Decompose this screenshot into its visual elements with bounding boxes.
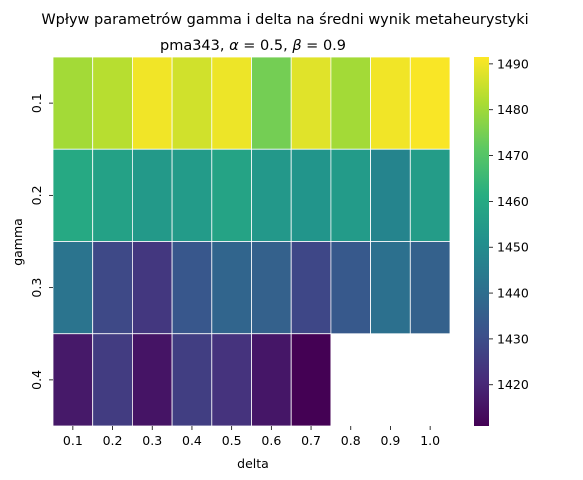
- heatmap-cell: [211, 241, 252, 335]
- heatmap-cell: [290, 148, 332, 242]
- heatmap-cell: [92, 148, 133, 242]
- y-tick-label: 0.2: [29, 185, 44, 205]
- x-tick-label: 0.1: [63, 433, 83, 448]
- subtitle-alpha-symbol: α: [229, 38, 239, 54]
- x-tick-label: 0.2: [103, 433, 123, 448]
- colorbar-tick-label: 1430: [497, 331, 529, 346]
- x-tick-label: 0.6: [261, 433, 281, 448]
- colorbar-tick-label: 1480: [497, 102, 529, 117]
- heatmap-cell: [52, 56, 94, 150]
- subtitle-alpha-value: = 0.5,: [239, 38, 293, 54]
- x-axis-label: delta: [237, 456, 269, 471]
- heatmap-cell: [131, 333, 173, 427]
- heatmap-cell: [92, 333, 133, 427]
- heatmap-cell: [330, 241, 371, 335]
- subtitle-beta-value: = 0.9: [302, 38, 346, 54]
- colorbar-tick-label: 1460: [497, 194, 529, 209]
- heatmap-cell: [290, 241, 332, 335]
- chart-subtitle: pma343, α = 0.5, β = 0.9: [160, 38, 346, 54]
- heatmap-cell: [52, 148, 94, 242]
- y-axis-label: gamma: [10, 218, 25, 266]
- subtitle-prefix: pma343,: [160, 38, 229, 54]
- heatmap-cell: [131, 56, 173, 150]
- heatmap-cells: [52, 56, 451, 427]
- heatmap-cell: [171, 333, 213, 427]
- colorbar: [474, 57, 489, 426]
- heatmap-cell: [290, 56, 332, 150]
- heatmap-cell: [251, 148, 292, 242]
- heatmap-cell: [251, 241, 292, 335]
- heatmap-cell: [330, 56, 371, 150]
- colorbar-tick-label: 1420: [497, 377, 529, 392]
- heatmap-cell: [211, 333, 252, 427]
- heatmap-cell: [370, 241, 411, 335]
- heatmap-cell: [92, 241, 133, 335]
- heatmap-cell: [330, 148, 371, 242]
- subtitle-beta-symbol: β: [291, 38, 301, 54]
- y-axis-ticks: 0.1 0.2 0.3 0.4: [29, 93, 53, 390]
- heatmap-cell: [251, 333, 292, 427]
- heatmap-cell: [131, 148, 173, 242]
- colorbar-tick-label: 1490: [497, 56, 529, 71]
- heatmap-cell: [211, 56, 252, 150]
- heatmap-cell: [131, 241, 173, 335]
- x-tick-label: 0.9: [381, 433, 401, 448]
- heatmap-cell: [409, 148, 451, 242]
- heatmap-cell: [370, 148, 411, 242]
- x-tick-label: 0.8: [341, 433, 361, 448]
- heatmap-cell: [251, 56, 292, 150]
- heatmap-cell: [92, 56, 133, 150]
- colorbar-ticks: 1420 1430 1440 1450 1460 1470 1480 1490: [489, 56, 529, 392]
- x-tick-label: 0.7: [301, 433, 321, 448]
- heatmap-cell: [409, 241, 451, 335]
- heatmap-cell: [409, 56, 451, 150]
- y-tick-label: 0.4: [29, 370, 44, 390]
- x-axis-ticks: 0.1 0.2 0.3 0.4 0.5 0.6 0.7 0.8 0.9 1.0: [63, 426, 440, 448]
- colorbar-tick-label: 1470: [497, 148, 529, 163]
- x-tick-label: 1.0: [420, 433, 440, 448]
- heatmap-cell: [52, 333, 94, 427]
- x-tick-label: 0.4: [182, 433, 202, 448]
- chart-title: Wpływ parametrów gamma i delta na średni…: [41, 12, 528, 28]
- x-tick-label: 0.5: [222, 433, 242, 448]
- colorbar-tick-label: 1440: [497, 286, 529, 301]
- colorbar-tick-label: 1450: [497, 240, 529, 255]
- heatmap-cell: [171, 56, 213, 150]
- heatmap-cell: [52, 241, 94, 335]
- heatmap-cell: [171, 148, 213, 242]
- y-tick-label: 0.1: [29, 93, 44, 113]
- y-tick-label: 0.3: [29, 278, 44, 298]
- heatmap-cell: [211, 148, 252, 242]
- heatmap-cell: [370, 56, 411, 150]
- x-tick-label: 0.3: [142, 433, 162, 448]
- heatmap-cell: [290, 333, 332, 427]
- heatmap-cell: [171, 241, 213, 335]
